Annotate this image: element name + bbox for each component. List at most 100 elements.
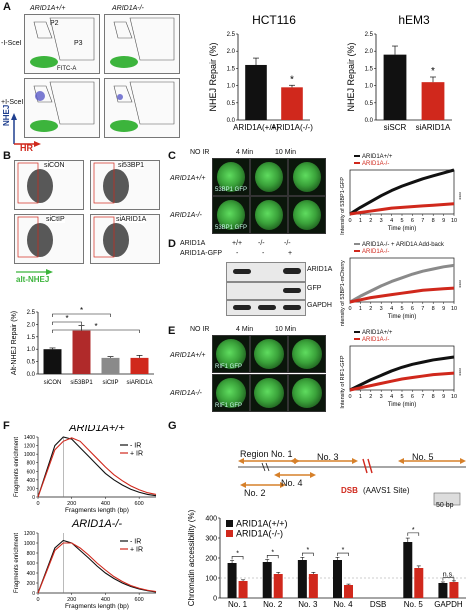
significance-bracket <box>231 556 244 560</box>
bar <box>421 82 445 120</box>
significance-star: * <box>94 322 97 331</box>
bar <box>101 357 120 374</box>
significance-star: * <box>80 306 83 315</box>
y-tick-label: 1.0 <box>227 84 236 90</box>
x-tick-label: 5 <box>400 218 403 224</box>
d-row2-val-3: + <box>288 250 293 257</box>
x-tick-label: 0 <box>348 218 351 224</box>
d-band-label-arid1a: ARID1A <box>307 266 333 273</box>
chart-fragments-wt: ARID1A+/+ 0 200 400 600 800 1000 1200 1400 0 200 40… <box>14 425 157 514</box>
y-tick-label: 600 <box>27 469 36 475</box>
panel-label-f: F <box>3 420 10 432</box>
c-row-wt: ARID1A+/+ <box>170 175 206 182</box>
b-bar-chart: 0.0 0.5 1.0 1.5 2.0 2.5 siCON si53BP1 siCtIP siAR… <box>11 306 154 386</box>
b-label-siarid1a: siARID1A <box>116 216 147 223</box>
significance-stars: **** <box>455 192 461 200</box>
e-row-ko: ARID1A-/- <box>170 390 202 397</box>
bar <box>308 574 318 598</box>
significance-bracket <box>266 554 279 559</box>
legend-label: ARID1A-/- <box>362 249 389 255</box>
x-tick-label: 8 <box>432 306 435 312</box>
x-tick-label: 3 <box>380 394 383 400</box>
legend-swatch <box>226 520 233 527</box>
x-tick-label: 1 <box>359 218 362 224</box>
series-line <box>349 286 455 304</box>
f-line-charts: ARID1A+/+ 0 200 400 600 800 1000 1200 1400 0 200 40… <box>14 425 157 610</box>
b-flow-overlay <box>16 162 129 275</box>
scale-bar <box>433 492 461 506</box>
e-col-4min: 4 Min <box>236 326 254 333</box>
x-tick-label: No. 4 <box>333 600 353 609</box>
x-tick-label: 0 <box>348 394 351 400</box>
g-region-3: No. 3 <box>317 452 339 462</box>
y-tick-label: 0.0 <box>27 372 36 378</box>
y-tick-label: 1000 <box>24 541 35 547</box>
x-axis-label: Fragments length (bp) <box>65 603 129 610</box>
region-arrow-3-head-left <box>290 458 296 464</box>
x-tick-label: No. 3 <box>298 600 318 609</box>
b-alt-nhej-label: alt-NHEJ <box>16 275 50 284</box>
legend-label: ARID1A-/- <box>362 161 389 167</box>
chart-chromatin: 0 100 200 300 400 * No. 1 * No. 2 * No. 3 * No. 4 DSB… <box>187 510 466 609</box>
c-col-4min: 4 Min <box>236 149 254 156</box>
x-tick-label: 200 <box>67 501 76 507</box>
significance-bracket <box>52 329 140 333</box>
flow-plots-overlay <box>11 17 175 147</box>
significance-star: * <box>65 314 68 323</box>
x-tick-label: 200 <box>67 597 76 603</box>
x-tick-label: 0 <box>36 501 39 507</box>
x-tick-label: 8 <box>432 394 435 400</box>
c-col-noir: NO IR <box>190 149 210 156</box>
d-row1-val-1: +/+ <box>232 240 243 247</box>
x-tick-label: 2 <box>369 306 372 312</box>
d-blot-gfp <box>226 282 306 300</box>
e-row-wt: ARID1A+/+ <box>170 352 206 359</box>
y-tick-label: 0.0 <box>227 118 236 124</box>
series-line <box>37 436 157 498</box>
b-label-si53bp1: si53BP1 <box>118 162 145 169</box>
plot-frame <box>349 257 455 303</box>
x-tick-label: siCtIP <box>102 380 118 386</box>
dsb-mark <box>362 458 368 474</box>
series-line <box>37 437 157 498</box>
legend-label: ARID1A+/+ <box>362 330 393 336</box>
significance-star: * <box>290 74 294 85</box>
g-map <box>238 458 466 506</box>
y-tick-label: 0 <box>32 591 35 597</box>
a-col-ko: ARID1A-/- <box>112 5 144 12</box>
x-tick-label: 400 <box>101 501 110 507</box>
bar <box>238 581 248 598</box>
panel-label-c: C <box>168 150 176 162</box>
region-arrow-1-head-left <box>238 458 244 464</box>
a-col-wt: ARID1A+/+ <box>30 5 66 12</box>
x-tick-label: siARID1A <box>126 380 152 386</box>
y-tick-label: 2.0 <box>227 49 236 55</box>
y-tick-label: 1400 <box>24 435 35 441</box>
e-img-ko-10 <box>288 374 326 412</box>
y-tick-label: 2.5 <box>227 32 236 38</box>
g-region-4: No. 4 <box>281 478 303 488</box>
bar <box>43 349 62 374</box>
x-tick-label: 7 <box>421 218 424 224</box>
legend-label: ARID1A+/+ <box>362 154 393 160</box>
d-band-label-gapdh: GAPDH <box>307 302 332 309</box>
a-row-minus: -I-SceI <box>1 40 22 47</box>
y-tick-label: 200 <box>27 581 36 587</box>
bar <box>383 54 407 120</box>
legend-label: - IR <box>130 539 141 546</box>
bar <box>297 560 307 598</box>
significance-label: * <box>342 547 345 554</box>
x-axis-label: Time (min) <box>388 226 416 232</box>
x-tick-label: siSCR <box>384 123 407 132</box>
significance-label: * <box>271 549 274 556</box>
e-img-ko-4 <box>250 374 288 412</box>
x-tick-label: 6 <box>411 218 414 224</box>
a-hr-label: HR <box>20 143 33 153</box>
x-tick-label: 400 <box>101 597 110 603</box>
x-tick-label: 7 <box>421 394 424 400</box>
y-tick-label: 1200 <box>24 531 35 537</box>
e-cell-label-wt: RIF1 GFP <box>215 364 243 370</box>
c-row-ko: ARID1A-/- <box>170 212 202 219</box>
series-line <box>349 168 455 216</box>
x-tick-label: 1 <box>359 394 362 400</box>
